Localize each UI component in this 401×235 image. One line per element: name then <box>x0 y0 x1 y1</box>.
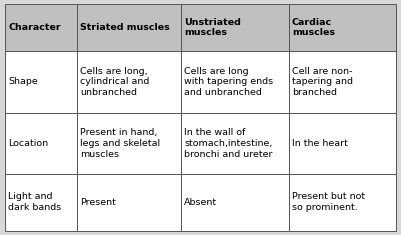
Text: Light and
dark bands: Light and dark bands <box>8 192 61 212</box>
Bar <box>77 51 181 113</box>
Bar <box>181 174 289 231</box>
Text: Present: Present <box>81 198 116 207</box>
Text: Cells are long
with tapering ends
and unbranched: Cells are long with tapering ends and un… <box>184 67 273 97</box>
Bar <box>5 174 77 231</box>
Text: Shape: Shape <box>8 77 38 86</box>
Bar <box>5 113 77 174</box>
Bar <box>77 174 181 231</box>
Text: Present but not
so prominent.: Present but not so prominent. <box>292 192 365 212</box>
Bar <box>181 51 289 113</box>
Bar <box>77 113 181 174</box>
Bar <box>289 51 396 113</box>
Bar <box>289 174 396 231</box>
Bar <box>5 51 77 113</box>
Text: Location: Location <box>8 139 48 148</box>
Text: Cells are long,
cylindrical and
unbranched: Cells are long, cylindrical and unbranch… <box>81 67 150 97</box>
Bar <box>181 113 289 174</box>
Bar <box>181 4 289 51</box>
Text: Absent: Absent <box>184 198 217 207</box>
Bar <box>289 113 396 174</box>
Text: In the heart: In the heart <box>292 139 348 148</box>
Text: Character: Character <box>8 23 61 32</box>
Text: Present in hand,
legs and skeletal
muscles: Present in hand, legs and skeletal muscl… <box>81 128 160 159</box>
Text: Striated muscles: Striated muscles <box>81 23 170 32</box>
Text: Cell are non-
tapering and
branched: Cell are non- tapering and branched <box>292 67 353 97</box>
Bar <box>77 4 181 51</box>
Text: Unstriated
muscles: Unstriated muscles <box>184 18 241 37</box>
Bar <box>289 4 396 51</box>
Text: Cardiac
muscles: Cardiac muscles <box>292 18 335 37</box>
Bar <box>5 4 77 51</box>
Text: In the wall of
stomach,intestine,
bronchi and ureter: In the wall of stomach,intestine, bronch… <box>184 128 273 159</box>
